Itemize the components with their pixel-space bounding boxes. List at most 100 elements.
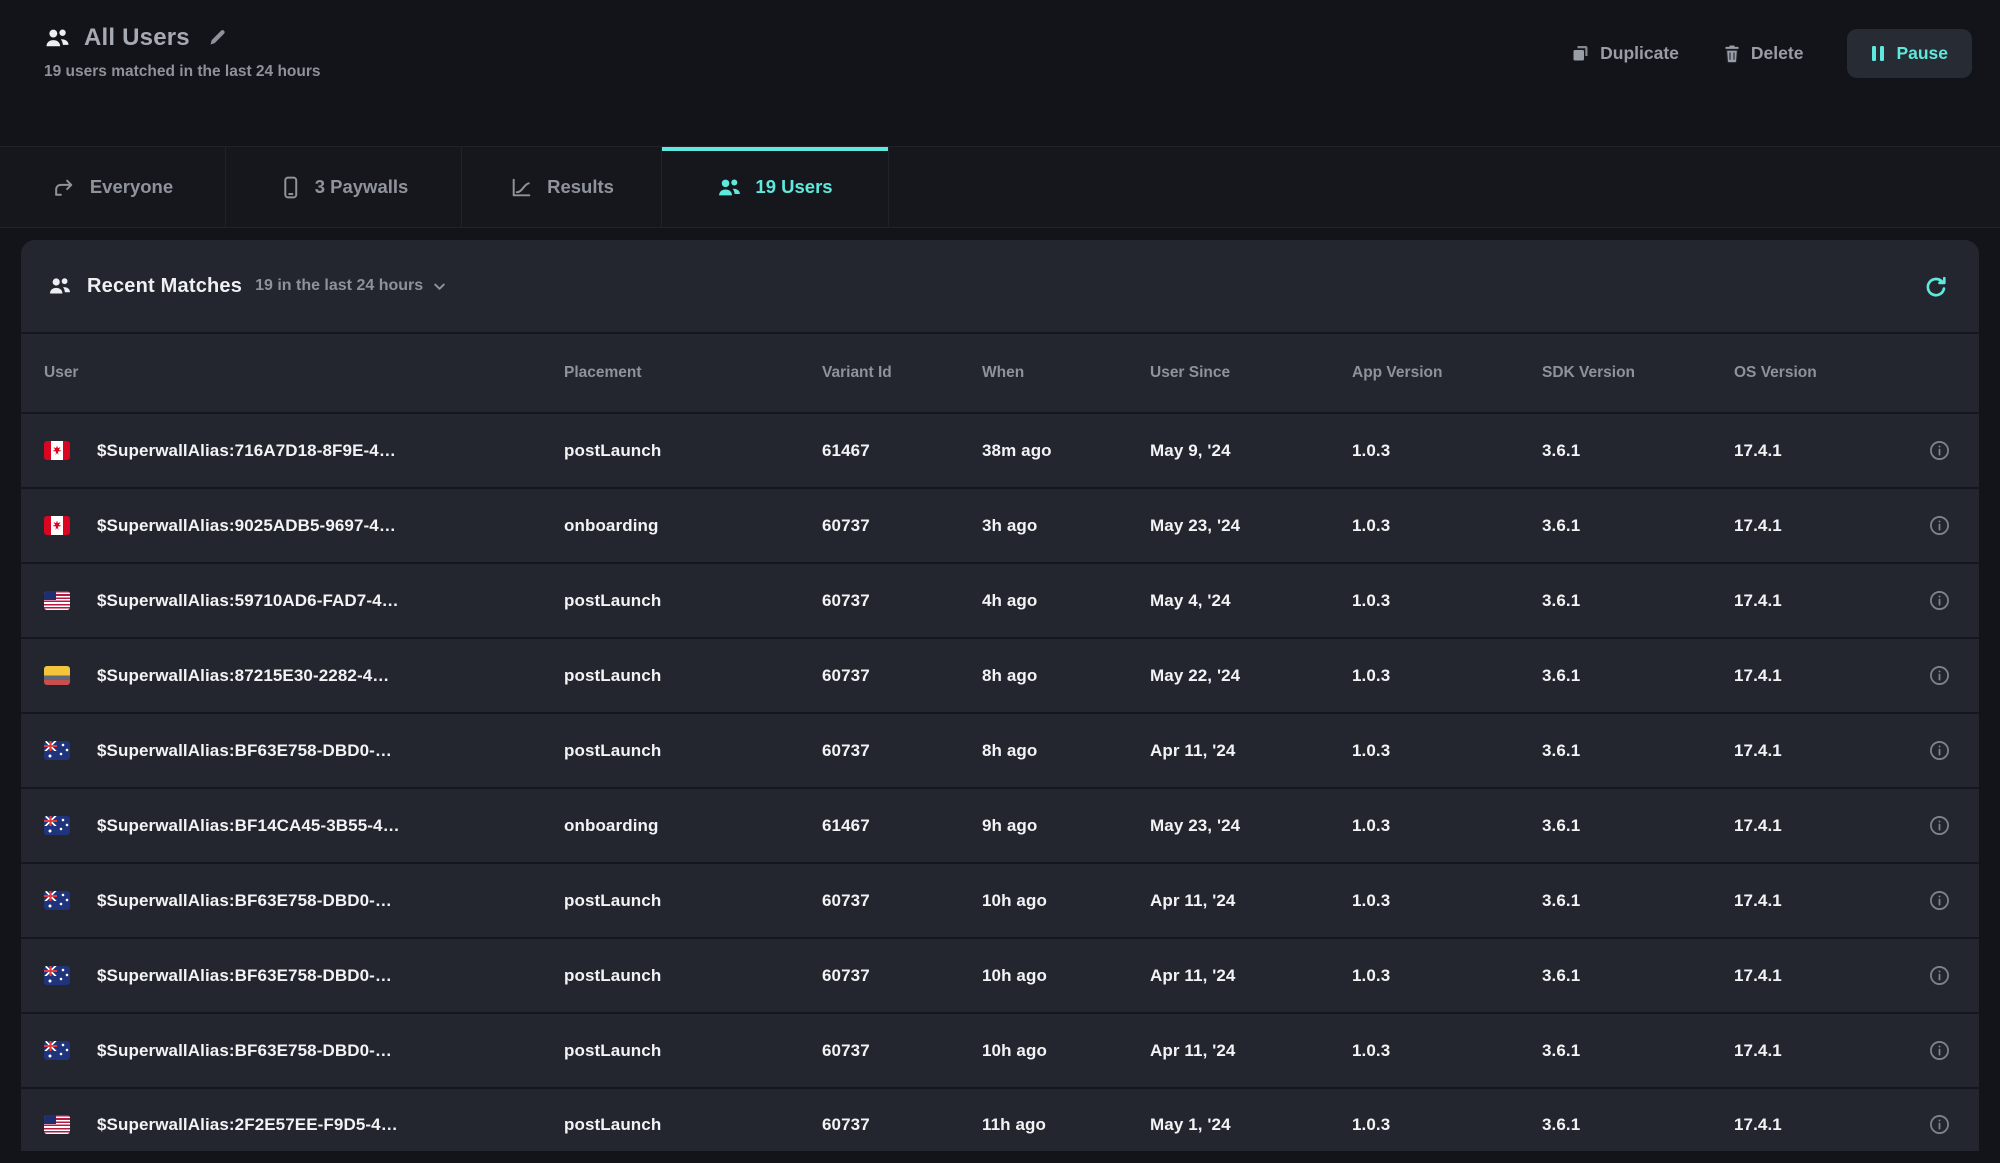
refresh-icon xyxy=(1922,273,1949,300)
app-version-cell: 1.0.3 xyxy=(1352,1040,1391,1060)
row-info-button[interactable] xyxy=(1928,1039,1951,1062)
placement-cell: onboarding xyxy=(564,515,659,535)
chart-line-icon xyxy=(509,175,534,200)
refresh-button[interactable] xyxy=(1922,273,1949,300)
app-version-cell: 1.0.3 xyxy=(1352,890,1391,910)
when-cell: 4h ago xyxy=(982,590,1038,610)
when-cell: 10h ago xyxy=(982,965,1047,985)
table-row[interactable]: $SuperwallAlias:BF63E758-DBD0-… postLaun… xyxy=(21,862,1979,937)
user-since-cell: May 4, '24 xyxy=(1150,590,1231,610)
card-title: Recent Matches xyxy=(87,274,243,297)
placement-cell: postLaunch xyxy=(564,440,662,460)
sdk-version-cell: 3.6.1 xyxy=(1542,665,1581,685)
user-alias: $SuperwallAlias:59710AD6-FAD7-4… xyxy=(97,590,399,610)
info-icon xyxy=(1928,964,1951,987)
pause-icon xyxy=(1871,45,1885,62)
user-alias: $SuperwallAlias:716A7D18-8F9E-4… xyxy=(97,440,396,460)
info-icon xyxy=(1928,589,1951,612)
os-version-cell: 17.4.1 xyxy=(1734,1114,1782,1134)
os-version-cell: 17.4.1 xyxy=(1734,740,1782,760)
info-icon xyxy=(1928,889,1951,912)
topbar: All Users 19 users matched in the last 2… xyxy=(0,0,2000,146)
row-info-button[interactable] xyxy=(1928,964,1951,987)
flag-co-icon xyxy=(44,666,70,685)
column-header-app-version: App Version xyxy=(1352,364,1443,381)
card-header: Recent Matches 19 in the last 24 hours xyxy=(21,240,1979,332)
user-since-cell: May 23, '24 xyxy=(1150,515,1241,535)
info-icon xyxy=(1928,1039,1951,1062)
placement-cell: postLaunch xyxy=(564,965,662,985)
row-info-button[interactable] xyxy=(1928,514,1951,537)
delete-button[interactable]: Delete xyxy=(1723,43,1803,64)
tab-results[interactable]: Results xyxy=(462,147,662,227)
table-row[interactable]: $SuperwallAlias:59710AD6-FAD7-4… postLau… xyxy=(21,562,1979,637)
table-row[interactable]: $SuperwallAlias:716A7D18-8F9E-4… postLau… xyxy=(21,412,1979,487)
variant-id-cell: 60737 xyxy=(822,1040,870,1060)
variant-id-cell: 60737 xyxy=(822,1114,870,1134)
info-icon xyxy=(1928,739,1951,762)
variant-id-cell: 61467 xyxy=(822,815,870,835)
user-alias: $SuperwallAlias:2F2E57EE-F9D5-4… xyxy=(97,1114,398,1134)
placement-cell: postLaunch xyxy=(564,665,662,685)
placement-cell: postLaunch xyxy=(564,740,662,760)
duplicate-button[interactable]: Duplicate xyxy=(1571,43,1679,64)
tab-bar: Everyone 3 Paywalls Results xyxy=(0,146,2000,228)
pause-button[interactable]: Pause xyxy=(1847,28,1972,78)
user-alias: $SuperwallAlias:BF63E758-DBD0-… xyxy=(97,965,393,985)
app-version-cell: 1.0.3 xyxy=(1352,515,1391,535)
user-since-cell: May 23, '24 xyxy=(1150,815,1241,835)
row-info-button[interactable] xyxy=(1928,589,1951,612)
user-since-cell: Apr 11, '24 xyxy=(1150,740,1236,760)
table-row[interactable]: $SuperwallAlias:9025ADB5-9697-4… onboard… xyxy=(21,487,1979,562)
sdk-version-cell: 3.6.1 xyxy=(1542,965,1581,985)
info-icon xyxy=(1928,514,1951,537)
info-icon xyxy=(1928,664,1951,687)
variant-id-cell: 61467 xyxy=(822,440,870,460)
os-version-cell: 17.4.1 xyxy=(1734,440,1782,460)
table-row[interactable]: $SuperwallAlias:BF63E758-DBD0-… postLaun… xyxy=(21,1012,1979,1087)
when-cell: 11h ago xyxy=(982,1114,1047,1134)
app-version-cell: 1.0.3 xyxy=(1352,815,1391,835)
row-info-button[interactable] xyxy=(1928,664,1951,687)
row-info-button[interactable] xyxy=(1928,814,1951,837)
app-version-cell: 1.0.3 xyxy=(1352,665,1391,685)
when-cell: 9h ago xyxy=(982,815,1038,835)
placement-cell: onboarding xyxy=(564,815,659,835)
users-icon xyxy=(48,276,72,296)
user-alias: $SuperwallAlias:87215E30-2282-4… xyxy=(97,665,390,685)
sdk-version-cell: 3.6.1 xyxy=(1542,440,1581,460)
when-cell: 8h ago xyxy=(982,665,1038,685)
app-version-cell: 1.0.3 xyxy=(1352,1114,1391,1134)
flag-au-icon xyxy=(44,1041,70,1060)
user-since-cell: Apr 11, '24 xyxy=(1150,890,1236,910)
tab-users[interactable]: 19 Users xyxy=(662,147,889,227)
variant-id-cell: 60737 xyxy=(822,665,870,685)
row-info-button[interactable] xyxy=(1928,889,1951,912)
row-info-button[interactable] xyxy=(1928,1113,1951,1136)
table-row[interactable]: $SuperwallAlias:2F2E57EE-F9D5-4… postLau… xyxy=(21,1087,1979,1151)
placement-cell: postLaunch xyxy=(564,1114,662,1134)
table-row[interactable]: $SuperwallAlias:BF14CA45-3B55-4… onboard… xyxy=(21,787,1979,862)
duplicate-icon xyxy=(1571,44,1590,63)
row-info-button[interactable] xyxy=(1928,439,1951,462)
user-since-cell: May 22, '24 xyxy=(1150,665,1241,685)
tab-everyone[interactable]: Everyone xyxy=(0,147,226,227)
flag-us-icon xyxy=(44,591,70,610)
table-row[interactable]: $SuperwallAlias:87215E30-2282-4… postLau… xyxy=(21,637,1979,712)
row-info-button[interactable] xyxy=(1928,739,1951,762)
edit-pencil-icon[interactable] xyxy=(207,28,227,48)
table-header-row: User Placement Variant Id When User Sinc… xyxy=(21,332,1979,412)
variant-id-cell: 60737 xyxy=(822,515,870,535)
user-since-cell: May 9, '24 xyxy=(1150,440,1231,460)
user-since-cell: May 1, '24 xyxy=(1150,1114,1231,1134)
table-row[interactable]: $SuperwallAlias:BF63E758-DBD0-… postLaun… xyxy=(21,937,1979,1012)
table-row[interactable]: $SuperwallAlias:BF63E758-DBD0-… postLaun… xyxy=(21,712,1979,787)
phone-icon xyxy=(279,175,302,200)
user-alias: $SuperwallAlias:BF63E758-DBD0-… xyxy=(97,1040,393,1060)
table-body: $SuperwallAlias:716A7D18-8F9E-4… postLau… xyxy=(21,412,1979,1151)
tab-paywalls[interactable]: 3 Paywalls xyxy=(226,147,462,227)
time-range-dropdown[interactable]: 19 in the last 24 hours xyxy=(255,277,447,295)
app-version-cell: 1.0.3 xyxy=(1352,740,1391,760)
os-version-cell: 17.4.1 xyxy=(1734,665,1782,685)
when-cell: 10h ago xyxy=(982,1040,1047,1060)
